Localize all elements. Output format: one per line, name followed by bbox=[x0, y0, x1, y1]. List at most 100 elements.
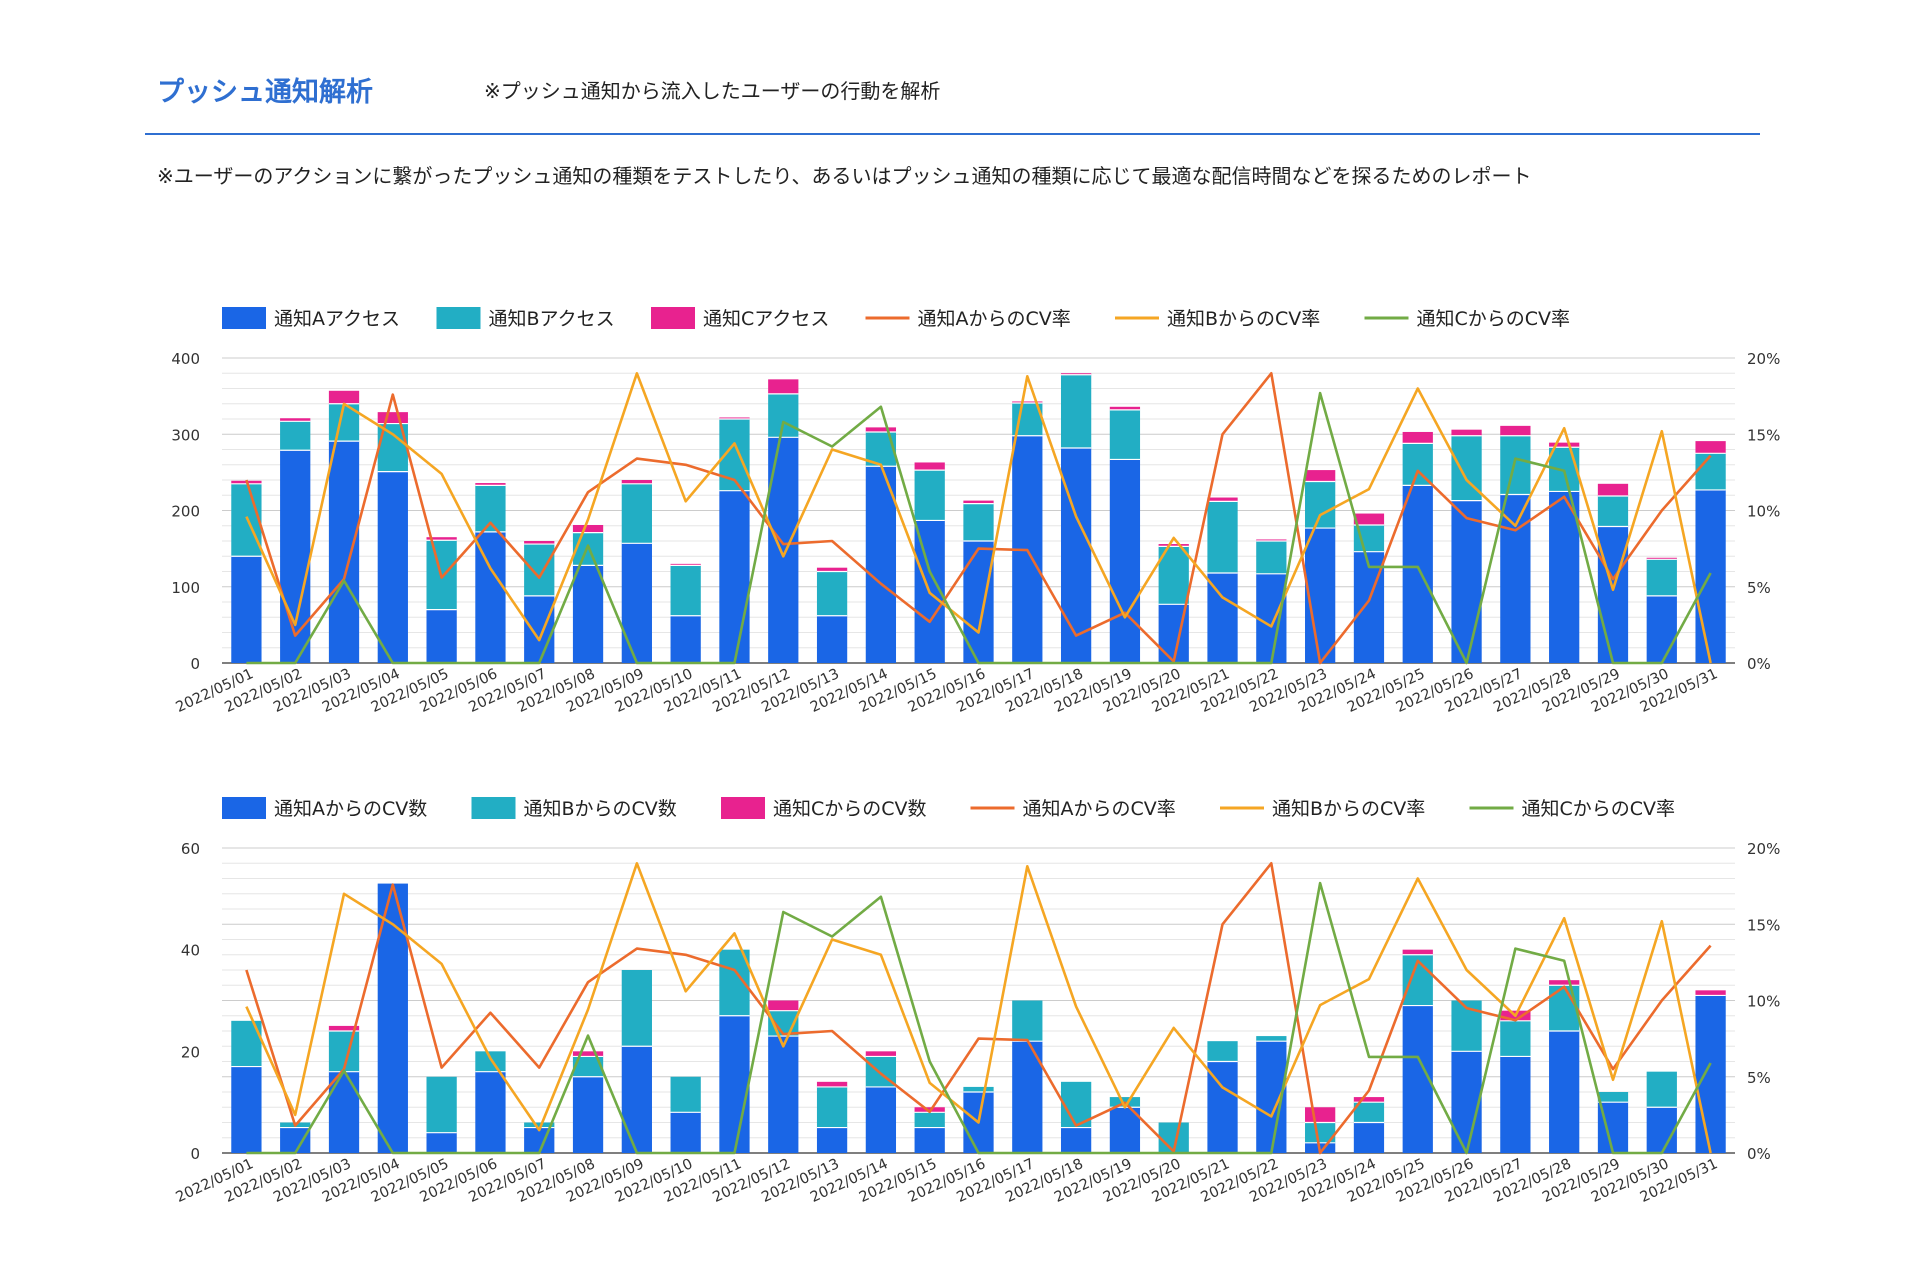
y-tick-label: 300 bbox=[171, 426, 200, 444]
bar-b bbox=[1305, 481, 1336, 529]
bar-a bbox=[1695, 995, 1726, 1153]
legend-label: 通知Bアクセス bbox=[489, 308, 615, 330]
bar-c bbox=[768, 379, 799, 394]
bar-c bbox=[1451, 429, 1482, 436]
y-tick-label: 100 bbox=[171, 579, 200, 597]
y-tick-label: 400 bbox=[171, 350, 200, 368]
y2-tick-label: 20% bbox=[1747, 840, 1780, 858]
bar-b bbox=[1500, 1020, 1531, 1057]
y-tick-label: 40 bbox=[181, 942, 200, 960]
bar-c bbox=[816, 1081, 848, 1087]
bar-c bbox=[1305, 1107, 1336, 1123]
bar-b bbox=[1353, 1102, 1385, 1123]
y2-tick-label: 10% bbox=[1747, 503, 1780, 521]
bar-a bbox=[1646, 595, 1677, 663]
bar-a bbox=[1353, 1122, 1385, 1153]
bar-c bbox=[768, 1000, 799, 1011]
bar-c bbox=[280, 418, 311, 422]
bar-a bbox=[328, 1071, 360, 1153]
y2-tick-label: 0% bbox=[1747, 655, 1771, 673]
bar-b bbox=[670, 1076, 701, 1113]
bar-a bbox=[524, 595, 555, 663]
y-tick-label: 0 bbox=[190, 1145, 200, 1163]
bar-b bbox=[621, 970, 652, 1047]
bar-a bbox=[1500, 1056, 1531, 1153]
line-series-c bbox=[246, 391, 1712, 665]
legend-label: 通知Aアクセス bbox=[274, 308, 400, 330]
bar-c bbox=[524, 541, 555, 545]
bar-c bbox=[865, 1051, 897, 1057]
bar-b bbox=[1256, 541, 1287, 574]
bar-b bbox=[1109, 409, 1141, 460]
bar-a bbox=[328, 441, 360, 663]
bar-a bbox=[1256, 573, 1287, 663]
cv-chart: 02040600%5%10%15%20%2022/05/012022/05/02… bbox=[174, 797, 1780, 1206]
bar-b bbox=[1402, 443, 1433, 486]
bar-b bbox=[1646, 559, 1677, 596]
legend-label: 通知Cアクセス bbox=[703, 308, 829, 330]
y2-tick-label: 5% bbox=[1747, 579, 1771, 597]
bar-a bbox=[719, 1015, 750, 1153]
bar-a bbox=[280, 1127, 311, 1153]
legend: 通知Aアクセス 通知Bアクセス 通知Cアクセス 通知AからのCV率 通知BからのCV率 通… bbox=[222, 307, 1570, 330]
y-tick-label: 200 bbox=[171, 503, 200, 521]
bar-c bbox=[1402, 949, 1433, 955]
bar-a bbox=[1353, 551, 1385, 663]
y2-tick-label: 5% bbox=[1747, 1069, 1771, 1087]
bar-b bbox=[816, 571, 848, 616]
bar-b bbox=[816, 1086, 848, 1128]
bar-a bbox=[621, 1046, 652, 1153]
legend-label: 通知CからのCV率 bbox=[1522, 798, 1676, 820]
bar-c bbox=[1012, 401, 1043, 403]
bar-c bbox=[572, 1051, 604, 1057]
bar-b bbox=[1207, 501, 1238, 574]
bar-c bbox=[1597, 483, 1629, 497]
bar-a bbox=[1109, 1107, 1141, 1153]
bar-a bbox=[426, 609, 457, 663]
bar-a bbox=[816, 615, 848, 663]
access-chart: 01002003004000%5%10%15%20%2022/05/012022… bbox=[171, 307, 1780, 716]
bar-b bbox=[1305, 1122, 1336, 1143]
report-description: ※ユーザーのアクションに繋がったプッシュ通知の種類をテストしたり、あるいはプッシ… bbox=[157, 164, 1532, 188]
legend-label: 通知AからのCV数 bbox=[274, 798, 427, 820]
bar-b bbox=[475, 485, 506, 532]
bar-a bbox=[231, 556, 262, 663]
bar-a bbox=[768, 1036, 799, 1153]
bar-b bbox=[1597, 496, 1629, 527]
bar-c bbox=[377, 412, 408, 424]
bar-a bbox=[475, 1071, 506, 1153]
bar-a bbox=[865, 1086, 897, 1153]
bar-b bbox=[524, 544, 555, 596]
legend: 通知AからのCV数 通知BからのCV数 通知CからのCV数 通知AからのCV率 通知Bか… bbox=[222, 797, 1675, 820]
y2-tick-label: 15% bbox=[1747, 916, 1780, 934]
bar-a bbox=[426, 1132, 457, 1153]
bar-c bbox=[1695, 990, 1726, 996]
bar-c bbox=[621, 480, 652, 484]
legend-swatch bbox=[721, 797, 765, 819]
bar-a bbox=[1451, 1051, 1482, 1153]
bar-a bbox=[1500, 494, 1531, 663]
legend-label: 通知AからのCV率 bbox=[1023, 798, 1176, 820]
legend-label: 通知BからのCV率 bbox=[1272, 798, 1425, 820]
legend-swatch bbox=[651, 307, 695, 329]
bar-b bbox=[1597, 1092, 1629, 1103]
bar-a bbox=[377, 471, 408, 663]
bar-a bbox=[1451, 500, 1482, 663]
page-title: プッシュ通知解析 bbox=[157, 77, 373, 108]
bar-c bbox=[1402, 431, 1433, 444]
bar-a bbox=[865, 466, 897, 663]
y-tick-label: 0 bbox=[190, 655, 200, 673]
bar-b bbox=[914, 470, 945, 521]
bar-a bbox=[280, 450, 311, 663]
bar-c bbox=[1353, 1097, 1385, 1103]
bar-c bbox=[1695, 441, 1726, 454]
bar-c bbox=[475, 483, 506, 486]
bar-c bbox=[963, 500, 994, 504]
bar-c bbox=[1109, 406, 1141, 410]
bar-b bbox=[426, 1076, 457, 1133]
bar-a bbox=[1646, 1107, 1677, 1153]
y-tick-label: 60 bbox=[181, 840, 200, 858]
bar-b bbox=[524, 1122, 555, 1128]
bar-c bbox=[572, 524, 604, 533]
bar-b bbox=[768, 393, 799, 438]
